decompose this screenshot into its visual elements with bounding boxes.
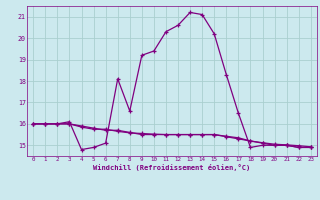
X-axis label: Windchill (Refroidissement éolien,°C): Windchill (Refroidissement éolien,°C) xyxy=(93,164,251,171)
